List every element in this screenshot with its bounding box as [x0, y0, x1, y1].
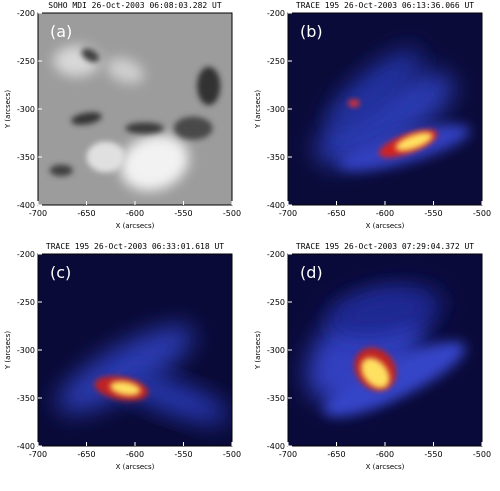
x-tick-label: -700: [279, 450, 297, 459]
y-tick-label: -300: [267, 346, 285, 355]
image-feature: [57, 325, 194, 413]
y-axis-label: Y (arcsecs): [4, 331, 12, 371]
panel: TRACE 195 26-Oct-2003 07:29:04.372 UT (d)…: [254, 242, 491, 471]
y-axis-label: Y (arcsecs): [254, 90, 262, 130]
x-tick-label: -550: [424, 209, 442, 218]
y-tick-label: -250: [17, 57, 35, 66]
y-tick-label: -350: [17, 394, 35, 403]
panel: SOHO MDI 26-Oct-2003 06:08:03.282 UT (a) -…: [4, 1, 241, 230]
y-tick-label: -400: [17, 201, 35, 210]
x-tick-label: -550: [174, 209, 192, 218]
y-tick-label: -200: [17, 250, 35, 259]
x-tick-label: -650: [77, 450, 95, 459]
x-tick-label: -600: [376, 209, 394, 218]
y-tick-label: -250: [267, 298, 285, 307]
panel-title: TRACE 195 26-Oct-2003 06:33:01.618 UT: [46, 242, 224, 251]
image-feature: [316, 72, 454, 165]
x-tick-label: -500: [223, 450, 241, 459]
x-tick-label: -600: [376, 450, 394, 459]
x-tick-label: -550: [424, 450, 442, 459]
image-feature: [49, 164, 73, 177]
image-feature: [361, 357, 390, 389]
image: [38, 13, 232, 205]
y-tick-label: -350: [17, 153, 35, 162]
y-tick-label: -300: [17, 346, 35, 355]
image: [288, 254, 482, 446]
panel-title: SOHO MDI 26-Oct-2003 06:08:03.282 UT: [48, 1, 222, 10]
y-tick-label: -200: [267, 9, 285, 18]
image-feature: [71, 112, 102, 125]
image: [288, 13, 482, 205]
image-feature: [329, 49, 422, 130]
panel: TRACE 195 26-Oct-2003 06:33:01.618 UT (c)…: [4, 242, 241, 471]
panel-title: TRACE 195 26-Oct-2003 07:29:04.372 UT: [296, 242, 474, 251]
image-feature: [106, 57, 144, 84]
x-tick-label: -600: [126, 450, 144, 459]
image-feature: [120, 134, 189, 191]
x-axis-label: X (arcsecs): [366, 222, 405, 230]
x-tick-label: -700: [29, 450, 47, 459]
x-tick-label: -500: [473, 450, 491, 459]
y-tick-label: -200: [267, 250, 285, 259]
y-tick-label: -350: [267, 394, 285, 403]
y-tick-label: -300: [267, 105, 285, 114]
y-tick-label: -250: [267, 57, 285, 66]
image-feature: [348, 99, 360, 108]
image-feature: [81, 48, 100, 63]
image-feature: [327, 286, 443, 337]
panel-label: (a): [50, 22, 72, 41]
y-tick-label: -400: [267, 442, 285, 451]
y-axis-label: Y (arcsecs): [4, 90, 12, 130]
x-tick-label: -700: [29, 209, 47, 218]
x-axis-label: X (arcsecs): [116, 222, 155, 230]
panel-label: (b): [300, 22, 323, 41]
image-feature: [173, 116, 213, 140]
y-tick-label: -350: [267, 153, 285, 162]
y-axis-label: Y (arcsecs): [254, 331, 262, 371]
y-tick-label: -400: [17, 442, 35, 451]
x-tick-label: -650: [327, 209, 345, 218]
panel-title: TRACE 195 26-Oct-2003 06:13:36.066 UT: [296, 1, 474, 10]
image-feature: [86, 141, 126, 173]
x-tick-label: -650: [77, 209, 95, 218]
image: [38, 254, 232, 446]
y-tick-label: -400: [267, 201, 285, 210]
x-tick-label: -550: [174, 450, 192, 459]
panel: TRACE 195 26-Oct-2003 06:13:36.066 UT (b)…: [254, 1, 491, 230]
image-feature: [395, 132, 433, 151]
y-tick-label: -200: [17, 9, 35, 18]
y-tick-label: -300: [17, 105, 35, 114]
x-axis-label: X (arcsecs): [116, 463, 155, 471]
y-tick-label: -250: [17, 298, 35, 307]
image-feature: [197, 66, 221, 106]
x-tick-label: -500: [223, 209, 241, 218]
x-tick-label: -650: [327, 450, 345, 459]
image-feature: [125, 122, 165, 134]
x-tick-label: -600: [126, 209, 144, 218]
x-axis-label: X (arcsecs): [366, 463, 405, 471]
panel-label: (c): [50, 263, 71, 282]
image-feature: [109, 381, 141, 396]
x-tick-label: -700: [279, 209, 297, 218]
x-tick-label: -500: [473, 209, 491, 218]
panel-label: (d): [300, 263, 323, 282]
image-feature: [118, 373, 229, 423]
